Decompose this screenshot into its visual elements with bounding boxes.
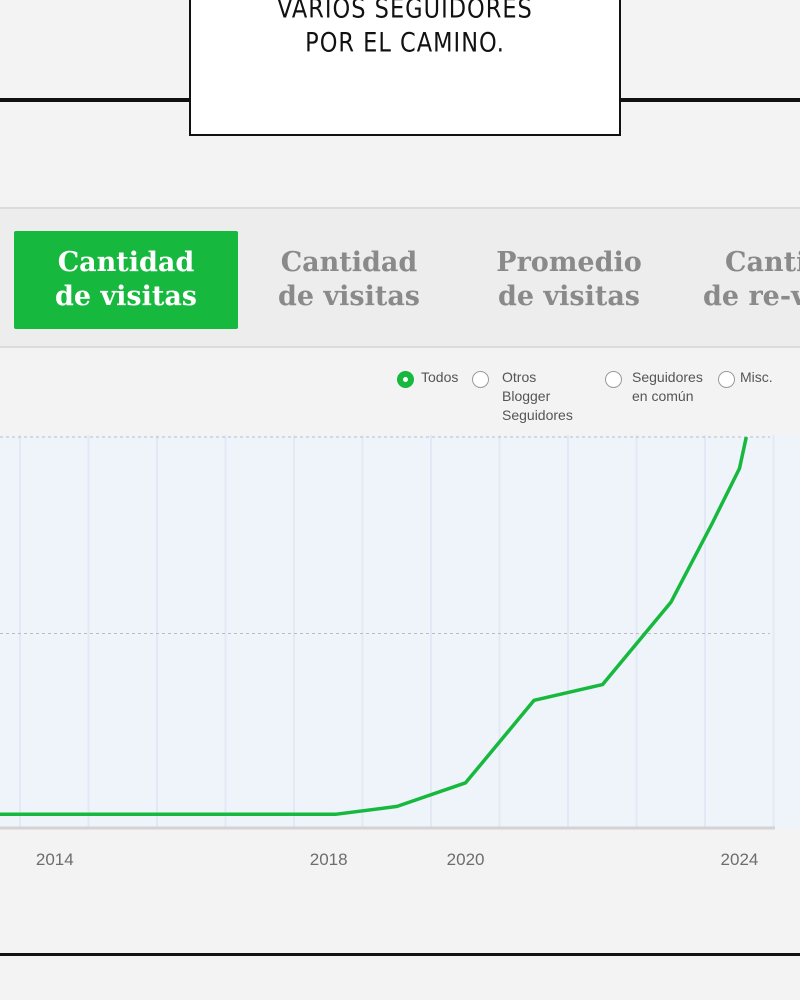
- tab-label-line-1: Cantidad: [280, 247, 418, 278]
- legend-option-misc[interactable]: Misc.: [718, 368, 773, 388]
- legend-label: Seguidores: [632, 369, 703, 385]
- tab-label-line-1: Promedio: [496, 247, 642, 278]
- caption-line-1: VARIOS SEGUIDORES: [277, 0, 533, 24]
- line-chart: 2014 2018 2020 2024: [0, 435, 800, 869]
- tab-label-line-2: de visitas: [54, 281, 198, 312]
- x-tick-label: 2014: [36, 850, 74, 869]
- horizontal-grid: [0, 436, 770, 634]
- tab-label-line-1: Cantidad: [57, 247, 195, 278]
- x-tick-label: 2024: [721, 850, 759, 869]
- tab-bar: Cantidad de visitas Cantidad de visitas …: [0, 207, 800, 348]
- caption-box: VARIOS SEGUIDORES POR EL CAMINO.: [189, 0, 621, 136]
- tab-cantidad-revisitas[interactable]: Canti de re-v: [700, 231, 800, 329]
- legend-option-todos[interactable]: Todos: [397, 368, 458, 388]
- legend-label: Otros Blogger: [502, 369, 551, 404]
- tab-label-line-2: de visitas: [277, 281, 421, 312]
- x-tick-label: 2018: [310, 850, 348, 869]
- tab-label-line-2: de re-v: [703, 281, 800, 312]
- radio-unchecked-icon[interactable]: [605, 371, 622, 388]
- tab-label-line-2: de visitas: [497, 281, 641, 312]
- panel-border-bottom: [0, 953, 800, 956]
- tab-promedio-visitas[interactable]: Promedio de visitas: [460, 231, 678, 329]
- x-tick-label: 2020: [447, 850, 485, 869]
- legend-label-line-2: en común: [632, 388, 694, 404]
- tab-cantidad-visitas[interactable]: Cantidad de visitas: [238, 231, 460, 329]
- vertical-grid: [19, 435, 775, 829]
- legend-label: Todos: [421, 369, 459, 385]
- tab-cantidad-visitas-active[interactable]: Cantidad de visitas: [14, 231, 238, 329]
- radio-unchecked-icon[interactable]: [718, 371, 735, 388]
- series-line: [0, 436, 749, 817]
- legend-option-seguidores-en-comun[interactable]: Seguidores en común: [605, 368, 703, 406]
- caption-line-2: POR EL CAMINO.: [305, 27, 505, 58]
- radio-checked-icon[interactable]: [397, 371, 414, 388]
- legend-label-line-2: Seguidores: [502, 407, 573, 423]
- x-tick-labels: 2014 2018 2020 2024: [36, 850, 759, 869]
- radio-unchecked-icon[interactable]: [472, 371, 489, 388]
- legend-option-otros-blogger-seguidores[interactable]: Otros Blogger Seguidores: [472, 368, 573, 425]
- plot-background: [0, 435, 800, 829]
- legend-label: Misc.: [740, 369, 773, 385]
- tab-label-line-1: Canti: [725, 247, 800, 278]
